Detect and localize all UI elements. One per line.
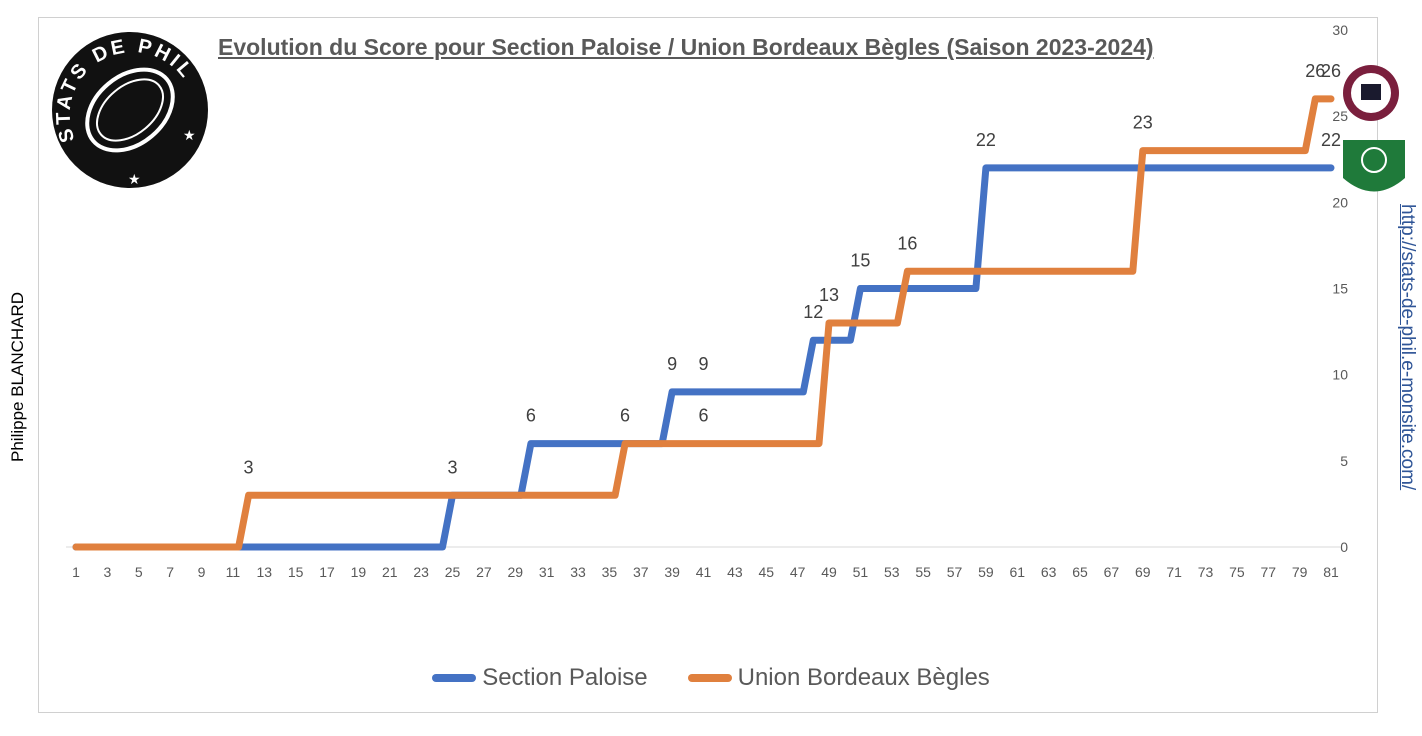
x-tick-label: 17	[319, 564, 335, 580]
data-label: 6	[620, 406, 630, 426]
legend-item-bordeaux[interactable]: Union Bordeaux Bègles	[687, 664, 990, 692]
series-line-bordeaux	[72, 95, 1335, 551]
chart-title: Evolution du Score pour Section Paloise …	[218, 34, 1154, 60]
x-tick-label: 53	[884, 564, 900, 580]
data-label: 23	[1133, 113, 1153, 133]
x-tick-label: 11	[226, 564, 241, 580]
y-tick-label: 0	[1340, 539, 1348, 555]
svg-text:★: ★	[183, 127, 196, 143]
x-tick-label: 21	[382, 564, 398, 580]
x-tick-label: 71	[1166, 564, 1182, 580]
data-label: 26	[1321, 61, 1341, 81]
x-tick-label: 67	[1104, 564, 1120, 580]
x-tick-label: 37	[633, 564, 649, 580]
data-label: 22	[976, 130, 996, 150]
x-tick-label: 75	[1229, 564, 1245, 580]
y-tick-label: 25	[1332, 108, 1348, 124]
data-label: 9	[667, 354, 677, 374]
stats-de-phil-logo: STATS DE PHIL ★ ★	[52, 32, 208, 188]
legend-item-section-paloise[interactable]: Section Paloise	[432, 664, 648, 692]
legend-label-bordeaux: Union Bordeaux Bègles	[737, 664, 990, 691]
x-tick-label: 47	[790, 564, 806, 580]
x-tick-label: 49	[821, 564, 837, 580]
x-tick-label: 19	[351, 564, 367, 580]
y-tick-label: 10	[1332, 367, 1348, 383]
data-label: 26	[1305, 61, 1325, 81]
x-tick-label: 41	[696, 564, 712, 580]
x-tick-label: 51	[853, 564, 869, 580]
x-tick-label: 57	[947, 564, 963, 580]
x-tick-label: 45	[758, 564, 774, 580]
legend-swatch-bordeaux	[687, 674, 732, 682]
data-label: 13	[819, 285, 839, 305]
data-label: 6	[526, 406, 536, 426]
x-tick-label: 43	[727, 564, 743, 580]
x-tick-label: 29	[507, 564, 523, 580]
data-label: 9	[698, 354, 708, 374]
data-label: 22	[1321, 130, 1341, 150]
x-tick-label: 35	[602, 564, 618, 580]
data-label: 3	[244, 457, 254, 477]
section-paloise-badge-icon	[1343, 140, 1405, 192]
legend-swatch-section-paloise	[432, 674, 477, 682]
data-label: 12	[803, 302, 823, 322]
x-tick-label: 33	[570, 564, 586, 580]
x-tick-label: 15	[288, 564, 304, 580]
bordeaux-badge-icon	[1343, 65, 1399, 121]
x-tick-label: 25	[445, 564, 461, 580]
data-label: 16	[897, 233, 917, 253]
x-tick-label: 81	[1323, 564, 1339, 580]
data-label: 6	[698, 406, 708, 426]
x-tick-label: 7	[166, 564, 174, 580]
x-tick-label: 9	[198, 564, 206, 580]
x-tick-label: 63	[1041, 564, 1057, 580]
x-tick-label: 77	[1260, 564, 1276, 580]
x-tick-label: 13	[256, 564, 272, 580]
svg-text:★: ★	[128, 171, 141, 187]
x-tick-label: 73	[1198, 564, 1214, 580]
x-tick-label: 27	[476, 564, 492, 580]
x-tick-label: 69	[1135, 564, 1151, 580]
y-tick-label: 30	[1332, 22, 1348, 38]
chart-legend: Section Paloise Union Bordeaux Bègles	[0, 664, 1422, 692]
x-tick-label: 3	[103, 564, 111, 580]
x-tick-label: 39	[664, 564, 680, 580]
data-label: 3	[447, 457, 457, 477]
data-label: 15	[850, 251, 870, 271]
x-tick-label: 59	[978, 564, 994, 580]
y-tick-label: 5	[1340, 453, 1348, 469]
x-tick-label: 61	[1009, 564, 1025, 580]
x-tick-label: 79	[1292, 564, 1308, 580]
legend-label-section-paloise: Section Paloise	[482, 664, 648, 691]
x-tick-label: 55	[915, 564, 931, 580]
x-tick-label: 1	[72, 564, 80, 580]
x-tick-label: 23	[413, 564, 429, 580]
x-tick-label: 65	[1072, 564, 1088, 580]
y-tick-label: 15	[1332, 281, 1348, 297]
y-tick-label: 20	[1332, 194, 1348, 210]
x-tick-label: 5	[135, 564, 143, 580]
x-tick-label: 31	[539, 564, 555, 580]
chart-frame	[38, 17, 1378, 713]
